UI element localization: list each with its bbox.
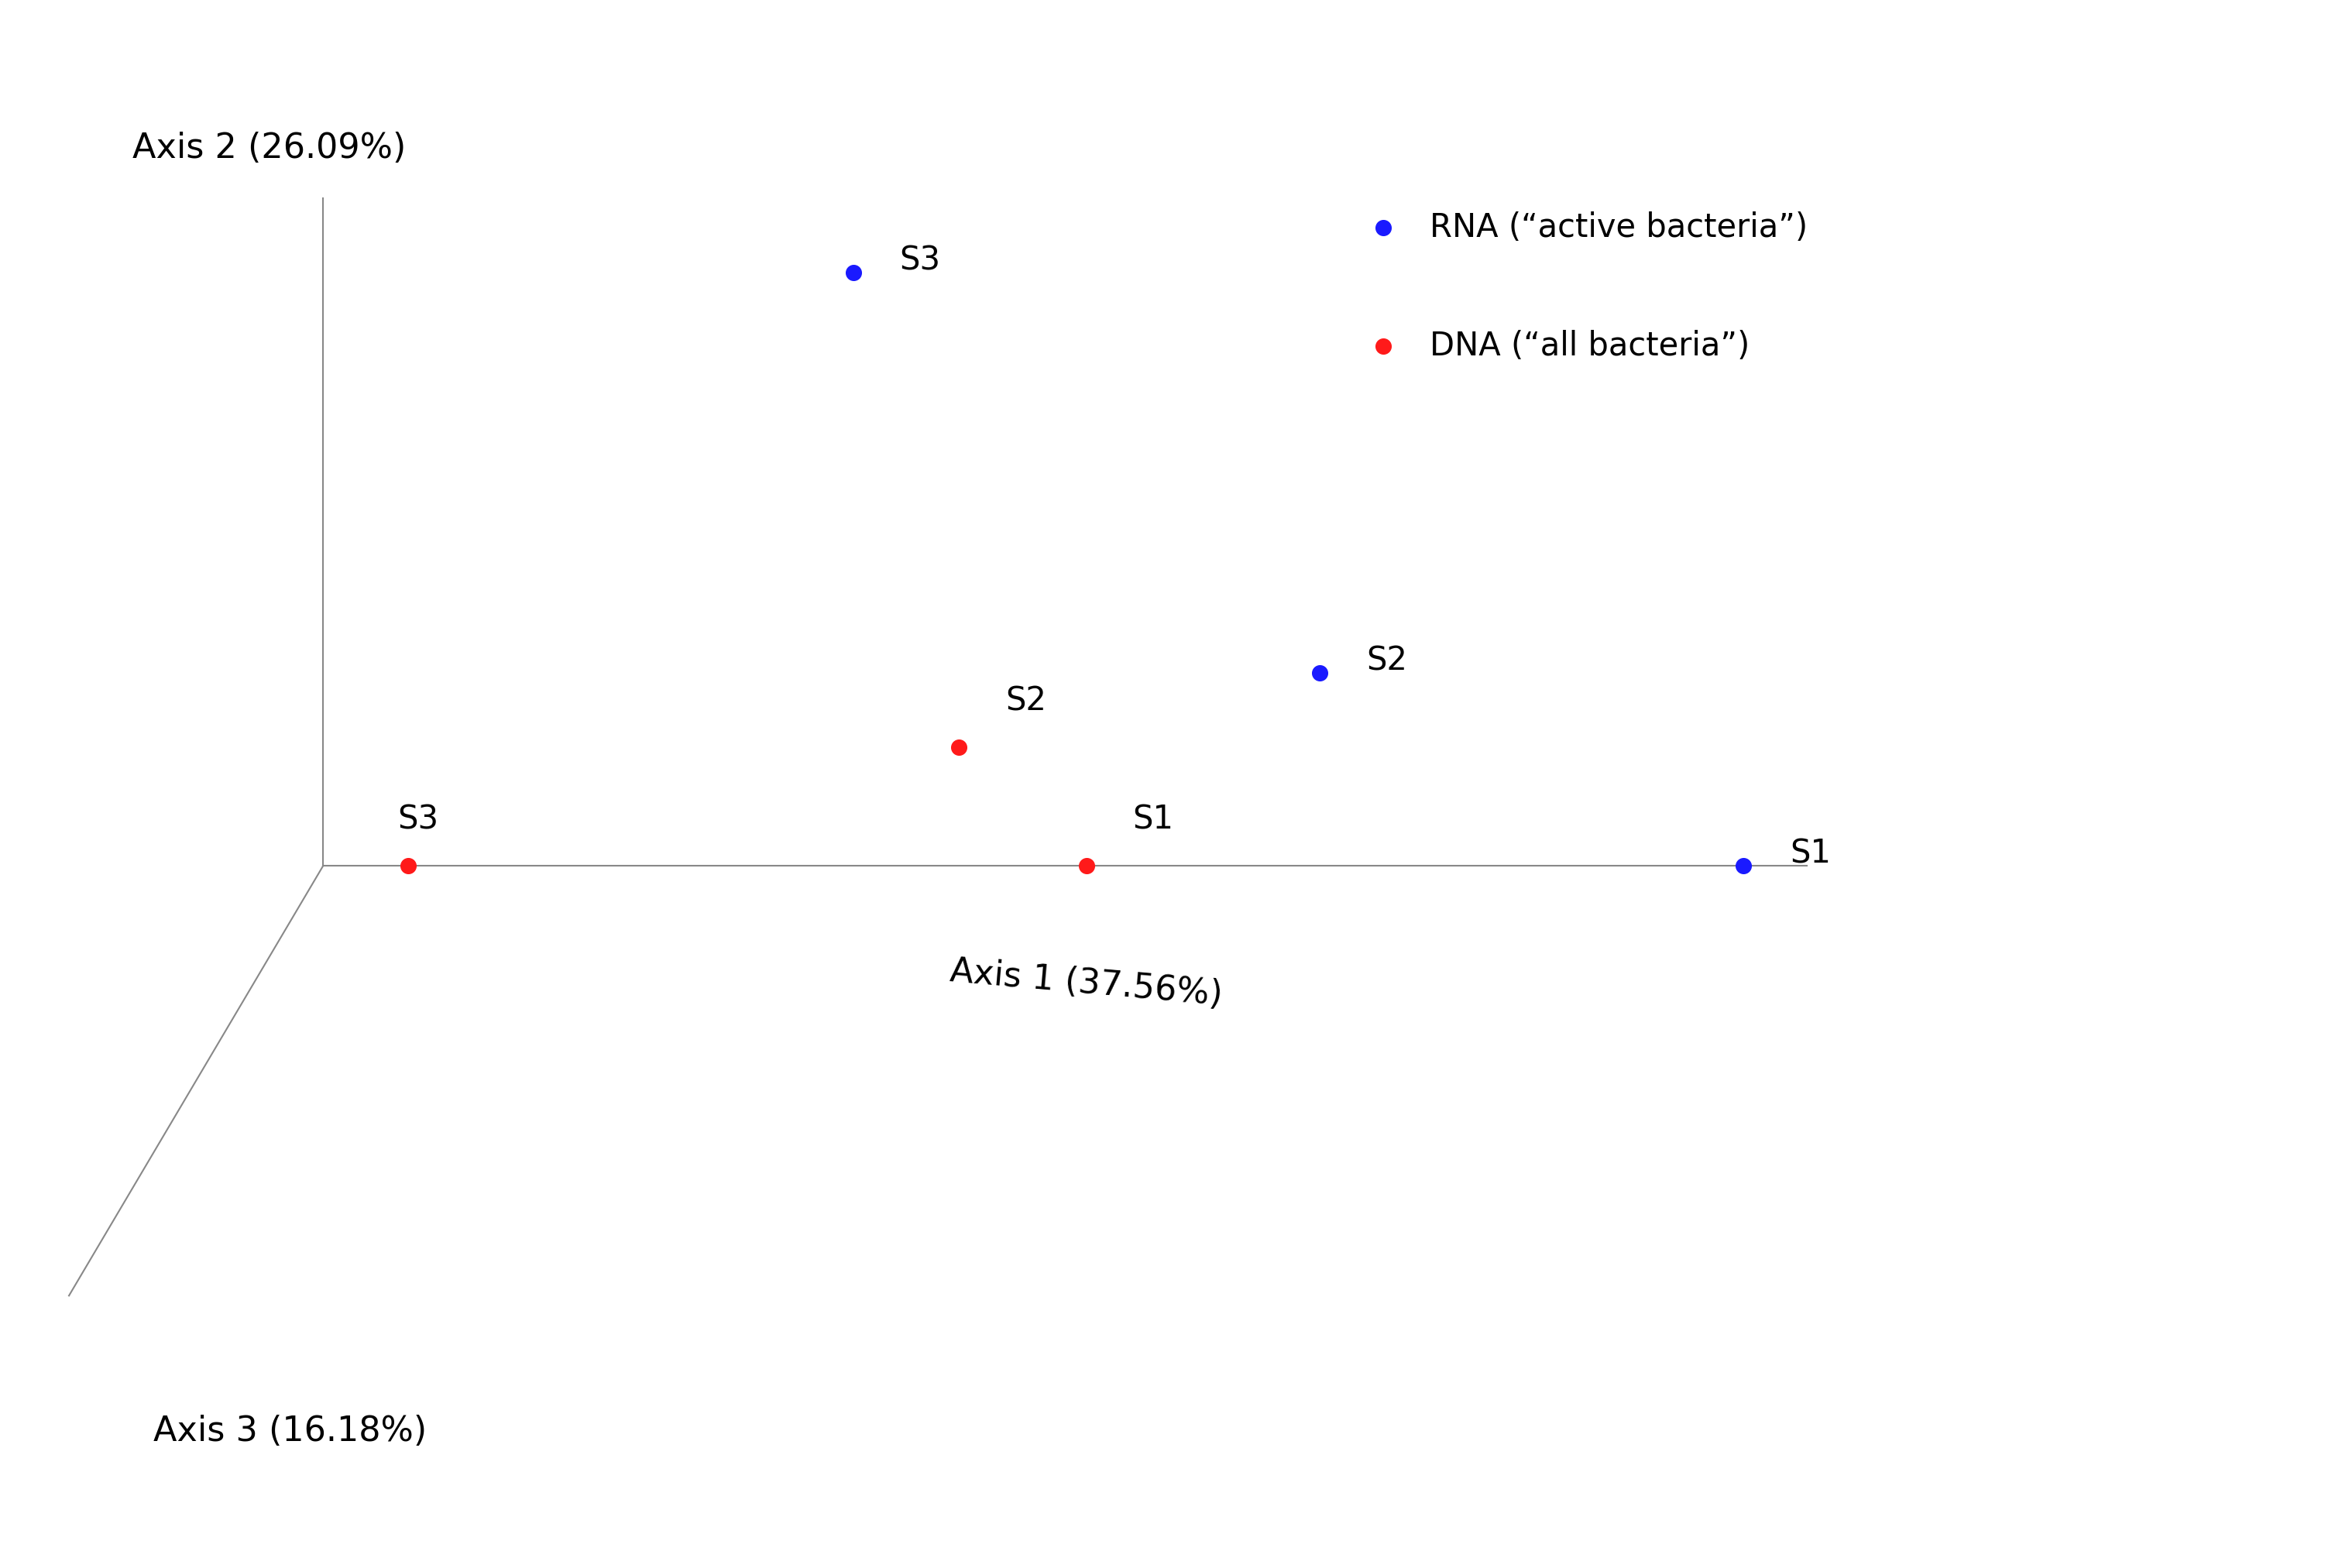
Point [941,734,979,759]
Text: S3: S3 [398,803,438,836]
Point [834,260,871,285]
Text: S1: S1 [1789,837,1831,870]
Text: Axis 2 (26.09%): Axis 2 (26.09%) [133,132,405,165]
Text: RNA (“active bacteria”): RNA (“active bacteria”) [1429,212,1808,245]
Point [1300,660,1337,685]
Text: S1: S1 [1134,803,1173,836]
Text: Axis 3 (16.18%): Axis 3 (16.18%) [155,1414,426,1447]
Text: S3: S3 [899,245,941,276]
Text: S2: S2 [1005,685,1047,717]
Point [1724,853,1761,878]
Point [1068,853,1105,878]
Point [1363,215,1401,240]
Text: DNA (“all bacteria”): DNA (“all bacteria”) [1429,331,1749,362]
Text: S2: S2 [1365,644,1408,677]
Text: Axis 1 (37.56%): Axis 1 (37.56%) [949,955,1225,1011]
Point [1363,334,1401,359]
Point [389,853,426,878]
